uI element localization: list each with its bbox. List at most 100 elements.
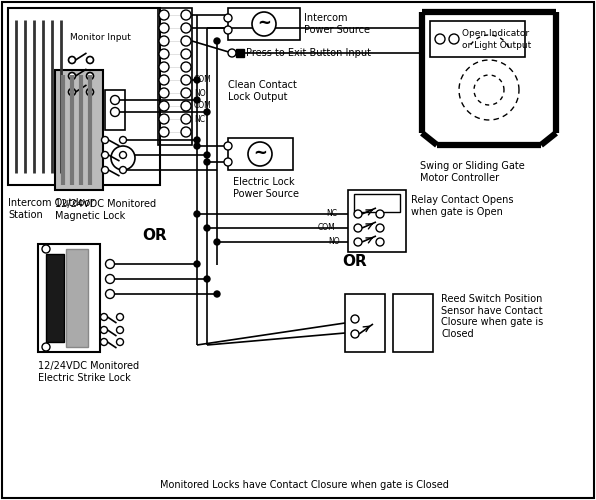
Circle shape (181, 62, 191, 72)
Circle shape (120, 136, 126, 143)
Circle shape (101, 338, 107, 345)
Bar (158, 8, 192, 145)
Circle shape (159, 62, 169, 72)
Circle shape (159, 88, 169, 98)
Circle shape (159, 127, 169, 137)
Circle shape (204, 109, 210, 115)
Circle shape (101, 152, 108, 158)
Circle shape (204, 276, 210, 282)
Circle shape (159, 101, 169, 111)
Circle shape (110, 96, 120, 104)
Bar (393, 294, 433, 352)
Text: NO: NO (194, 88, 206, 98)
Text: Power Source: Power Source (233, 189, 299, 199)
Bar (66, 249, 88, 347)
Text: COM: COM (194, 76, 212, 84)
Circle shape (159, 49, 169, 59)
Text: Intercom: Intercom (304, 13, 347, 23)
Circle shape (204, 159, 210, 165)
Bar (348, 190, 406, 252)
Text: 12/24VDC Monitored: 12/24VDC Monitored (38, 361, 139, 371)
Circle shape (42, 245, 50, 253)
Circle shape (110, 108, 120, 116)
Text: ~: ~ (253, 144, 267, 162)
Text: Press to Exit Button Input: Press to Exit Button Input (246, 48, 371, 58)
Text: ~: ~ (257, 14, 271, 32)
Circle shape (181, 75, 191, 85)
Circle shape (120, 166, 126, 173)
Circle shape (194, 261, 200, 267)
Bar (105, 90, 125, 130)
Circle shape (252, 12, 276, 36)
Circle shape (69, 88, 76, 96)
Circle shape (101, 314, 107, 320)
Bar (70, 153, 102, 170)
Bar (8, 8, 160, 185)
Circle shape (105, 290, 114, 298)
Circle shape (105, 260, 114, 268)
Text: COM: COM (194, 102, 212, 110)
Circle shape (228, 49, 236, 57)
Circle shape (181, 36, 191, 46)
Circle shape (204, 225, 210, 231)
Text: Power Source: Power Source (304, 25, 370, 35)
Bar (236, 49, 244, 57)
Circle shape (194, 211, 200, 217)
Text: Relay Contact Opens
when gate is Open: Relay Contact Opens when gate is Open (411, 195, 514, 216)
Circle shape (194, 77, 200, 83)
Text: NC: NC (194, 114, 205, 124)
Circle shape (376, 224, 384, 232)
Text: Monitor Input: Monitor Input (70, 34, 131, 42)
Circle shape (111, 146, 135, 170)
Circle shape (159, 23, 169, 33)
Circle shape (354, 238, 362, 246)
Text: Clean Contact: Clean Contact (228, 80, 297, 90)
Circle shape (224, 158, 232, 166)
Circle shape (224, 26, 232, 34)
Circle shape (204, 152, 210, 158)
Text: Reed Switch Position
Sensor have Contact
Closure when gate is
Closed: Reed Switch Position Sensor have Contact… (441, 294, 543, 339)
Circle shape (181, 49, 191, 59)
Bar (430, 21, 525, 57)
Text: Swing or Sliding Gate
Motor Controller: Swing or Sliding Gate Motor Controller (420, 161, 524, 182)
Text: NO: NO (328, 238, 340, 246)
Circle shape (159, 36, 169, 46)
Bar (228, 8, 300, 40)
Circle shape (224, 14, 232, 22)
Circle shape (449, 34, 459, 44)
Circle shape (101, 166, 108, 173)
Bar (345, 294, 385, 352)
Circle shape (116, 314, 123, 320)
Circle shape (181, 88, 191, 98)
Circle shape (86, 88, 94, 96)
Circle shape (214, 239, 220, 245)
Circle shape (159, 114, 169, 124)
Circle shape (435, 34, 445, 44)
Bar (55, 70, 103, 190)
Text: Magnetic Lock: Magnetic Lock (55, 211, 125, 221)
Circle shape (248, 142, 272, 166)
Circle shape (194, 143, 200, 149)
Text: Open Indicator: Open Indicator (462, 30, 529, 38)
Circle shape (105, 274, 114, 283)
Bar (55, 70, 103, 190)
Circle shape (159, 75, 169, 85)
Circle shape (116, 338, 123, 345)
Circle shape (181, 114, 191, 124)
Circle shape (42, 343, 50, 351)
Text: Monitored Locks have Contact Closure when gate is Closed: Monitored Locks have Contact Closure whe… (160, 480, 449, 490)
Circle shape (194, 137, 200, 143)
Circle shape (376, 210, 384, 218)
Circle shape (181, 101, 191, 111)
Text: OR: OR (142, 228, 167, 242)
Circle shape (69, 56, 76, 64)
Circle shape (101, 326, 107, 334)
Text: Lock Output: Lock Output (228, 92, 287, 102)
Text: Electric Lock: Electric Lock (233, 177, 294, 187)
Circle shape (181, 10, 191, 20)
Circle shape (376, 238, 384, 246)
Text: 12/24VDC Monitored: 12/24VDC Monitored (55, 199, 156, 209)
Circle shape (181, 23, 191, 33)
Circle shape (69, 72, 76, 80)
Circle shape (159, 10, 169, 20)
